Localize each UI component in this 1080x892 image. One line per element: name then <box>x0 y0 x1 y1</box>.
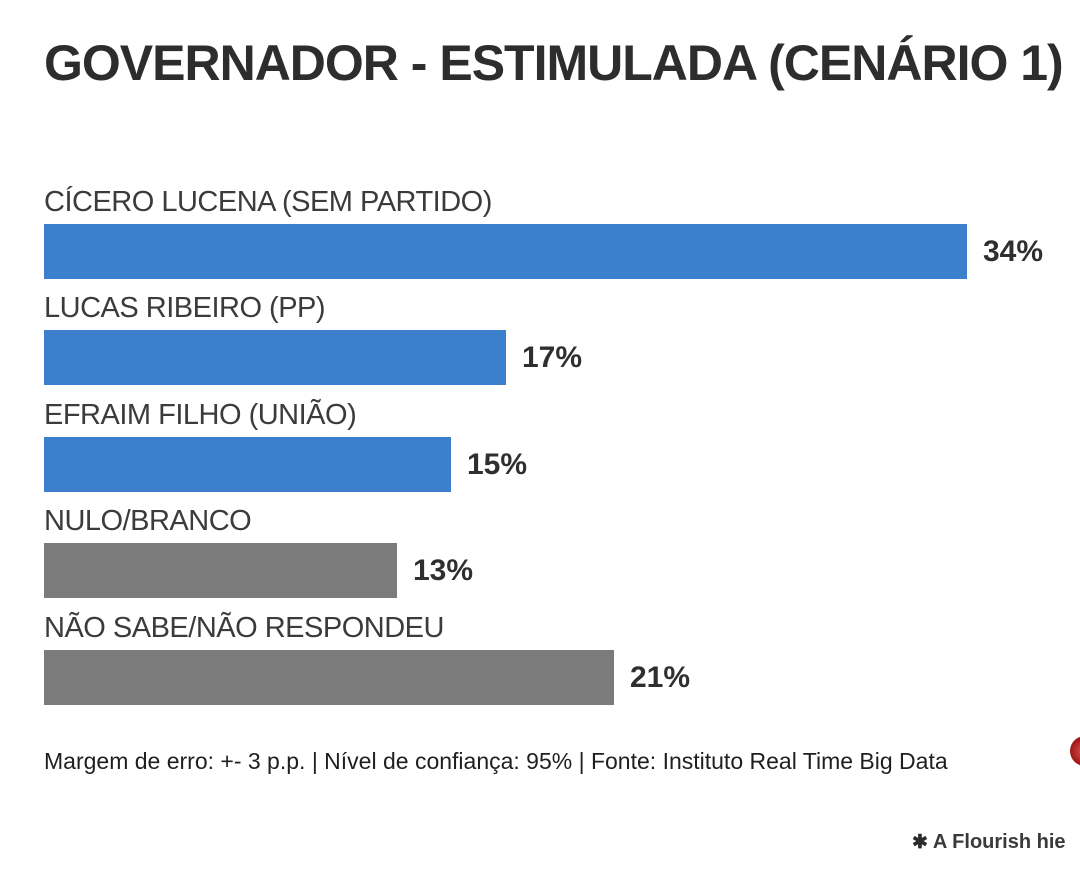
page-title: GOVERNADOR - ESTIMULADA (CENÁRIO 1) <box>44 35 1064 91</box>
flourish-credit-label: A Flourish hie <box>932 831 1066 853</box>
bar-category-label: NULO/BRANCO <box>44 505 252 537</box>
bar-row: CÍCERO LUCENA (SEM PARTIDO) 34% <box>44 186 1080 279</box>
bar-value-label: 34% <box>983 234 1044 268</box>
realtime-big-data-logo-icon <box>1070 736 1080 766</box>
bar-row: NULO/BRANCO 13% <box>44 505 1080 598</box>
bar-value-label: 15% <box>467 447 528 481</box>
flourish-star-icon: ✱ <box>912 832 928 853</box>
bar[interactable]: 34% <box>44 224 1043 279</box>
bar-category-label: EFRAIM FILHO (UNIÃO) <box>44 399 357 431</box>
bar[interactable]: 21% <box>44 650 690 705</box>
bar[interactable]: 15% <box>44 437 527 492</box>
bar-category-label: LUCAS RIBEIRO (PP) <box>44 292 326 324</box>
bar-row: LUCAS RIBEIRO (PP) 17% <box>44 292 1080 385</box>
bar-value-label: 21% <box>630 660 691 694</box>
bar-value-label: 13% <box>413 553 474 587</box>
bar-row: NÃO SABE/NÃO RESPONDEU 21% <box>44 612 1080 705</box>
bar-row: EFRAIM FILHO (UNIÃO) 15% <box>44 399 1080 492</box>
bar-value-label: 17% <box>522 340 583 374</box>
bar[interactable]: 13% <box>44 543 473 598</box>
bar-category-label: CÍCERO LUCENA (SEM PARTIDO) <box>44 186 492 218</box>
footnote: Margem de erro: +- 3 p.p. | Nível de con… <box>44 748 948 774</box>
flourish-credit-link[interactable]: ✱ A Flourish hie <box>912 831 1066 854</box>
bar-category-label: NÃO SABE/NÃO RESPONDEU <box>44 612 444 644</box>
bar[interactable]: 17% <box>44 330 582 385</box>
